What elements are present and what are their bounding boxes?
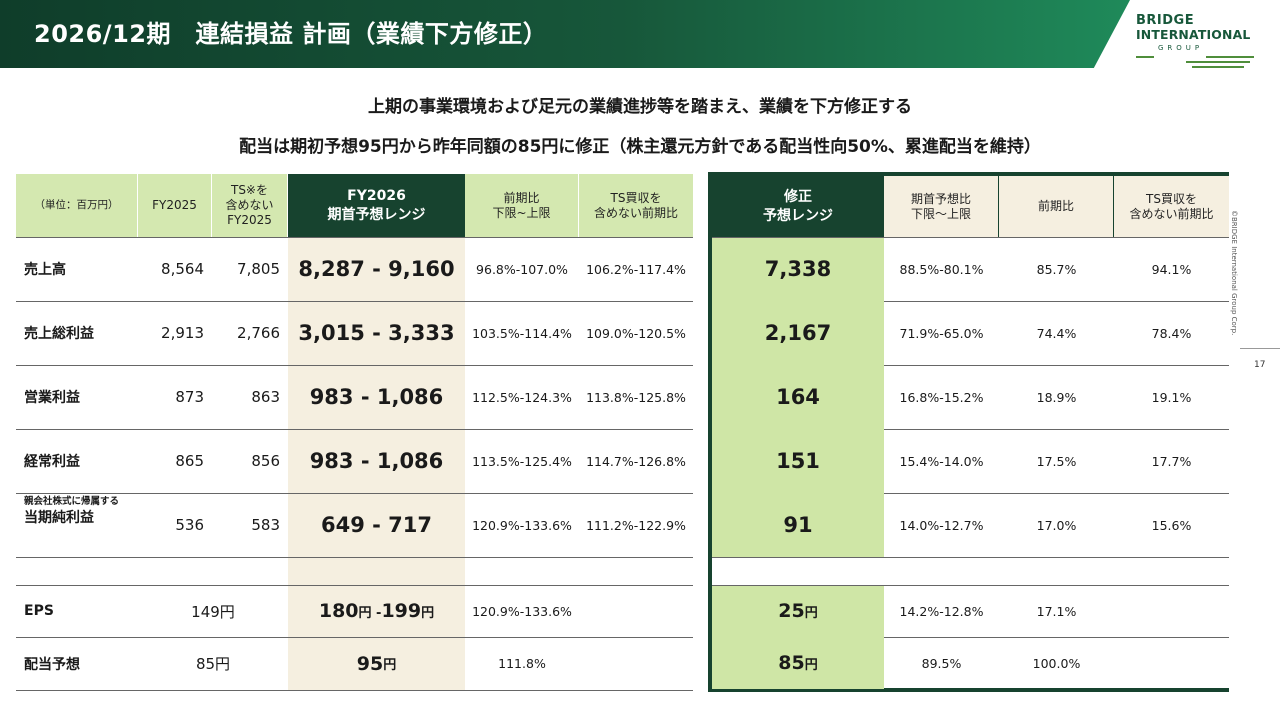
div-revised-yoy-value: 100.0% xyxy=(1032,655,1081,671)
fy2025-value: 8,564 xyxy=(161,260,204,278)
company-logo: BRIDGE INTERNATIONAL GROUP xyxy=(1136,14,1260,70)
ts-excl-value: 2,766 xyxy=(237,324,280,342)
revised-ts-yoy-value: 17.7% xyxy=(1151,453,1192,469)
ts-yoy-value: 111.2%-122.9% xyxy=(586,517,686,533)
revised-range-header: 修正 予想レンジ xyxy=(712,176,884,237)
revised-value: 164 xyxy=(776,385,820,409)
yoy-range-value: 112.5%-124.3% xyxy=(472,389,572,405)
div-revised-value: 85 円 xyxy=(778,652,818,674)
yoy-range-value: 120.9%-133.6% xyxy=(472,517,572,533)
revised-value: 2,167 xyxy=(764,321,832,345)
unit-header: （単位：百万円） xyxy=(16,174,138,237)
revised-value: 91 xyxy=(783,513,813,537)
page-number: 17 xyxy=(1254,360,1266,370)
revised-yoy-value: 85.7% xyxy=(1036,261,1077,277)
div-plan-value: 95 円 xyxy=(356,652,397,675)
fy2025-value: 873 xyxy=(175,388,204,406)
fy2025-value: 865 xyxy=(175,452,204,470)
revised-yoy-value: 18.9% xyxy=(1036,389,1077,405)
vs-initial-value: 16.8%-15.2% xyxy=(899,389,984,405)
div-yoy-value: 111.8% xyxy=(498,656,546,671)
revised-ts-yoy-value: 19.1% xyxy=(1151,389,1192,405)
fy2025-value: 2,913 xyxy=(161,324,204,342)
copyright-text: ©BRIDGE International Group Corp. xyxy=(1230,210,1238,336)
revised-column-bg-lower xyxy=(712,585,884,689)
revised-ts-yoy-value: 94.1% xyxy=(1151,261,1192,277)
revised-yoy-value: 17.5% xyxy=(1036,453,1077,469)
eps-revised-value: 25 円 xyxy=(778,600,818,622)
ts-yoy-value: 109.0%-120.5% xyxy=(586,325,686,341)
ts-excl-value: 863 xyxy=(251,388,280,406)
page-divider xyxy=(1240,348,1280,349)
ts-excl-value: 583 xyxy=(251,516,280,534)
revised-ts-yoy-value: 15.6% xyxy=(1151,517,1192,533)
fy2025-value: 536 xyxy=(175,516,204,534)
ts-yoy-value: 113.8%-125.8% xyxy=(586,389,686,405)
ts-yoy-header: TS買収を 含めない前期比 xyxy=(579,174,693,237)
plan-range-value: 983 - 1,086 xyxy=(309,385,444,409)
revised-value: 151 xyxy=(776,449,820,473)
yoy-range-value: 103.5%-114.4% xyxy=(472,325,572,341)
ts-excl-value: 856 xyxy=(251,452,280,470)
ts-excl-fy2025-header: TS※を 含めない FY2025 xyxy=(212,174,288,237)
vs-initial-value: 15.4%-14.0% xyxy=(899,453,984,469)
revised-ts-yoy-value: 78.4% xyxy=(1151,325,1192,341)
vs-initial-value: 88.5%-80.1% xyxy=(899,261,984,277)
eps-vs-initial-value: 14.2%-12.8% xyxy=(899,603,984,619)
div-vs-initial-value: 89.5% xyxy=(921,655,962,671)
vs-initial-value: 14.0%-12.7% xyxy=(899,517,984,533)
plan-range-value: 3,015 - 3,333 xyxy=(298,321,455,345)
row-label-ordinary-profit: 経常利益 xyxy=(24,454,80,470)
subtitle-line-1: 上期の事業環境および足元の業績進捗等を踏まえ、業績を下方修正する xyxy=(368,97,912,117)
yoy-range-value: 96.8%-107.0% xyxy=(476,261,568,277)
row-label-gross-profit: 売上総利益 xyxy=(24,326,94,342)
eps-yoy-value: 120.9%-133.6% xyxy=(472,603,572,619)
fy2025-header: FY2025 xyxy=(138,174,212,237)
revised-value: 7,338 xyxy=(764,257,832,281)
div-fy2025-value: 85円 xyxy=(195,655,231,673)
ts-yoy-value: 106.2%-117.4% xyxy=(586,261,686,277)
ts-excl-value: 7,805 xyxy=(237,260,280,278)
subtitle-line-2: 配当は期初予想95円から昨年同額の85円に修正（株主還元方針である配当性向50%… xyxy=(239,137,1041,157)
row-label-net-income: 親会社株式に帰属する 当期純利益 xyxy=(24,496,120,526)
vs-initial-header: 期首予想比 下限〜上限 xyxy=(884,176,999,237)
eps-fy2025-value: 149円 xyxy=(191,602,235,621)
row-label-operating-profit: 営業利益 xyxy=(24,390,80,406)
revised-yoy-header: 前期比 xyxy=(999,176,1114,237)
row-label-dividend: 配当予想 xyxy=(24,656,80,673)
title-banner xyxy=(0,0,1130,68)
yoy-range-header: 前期比 下限~上限 xyxy=(465,174,579,237)
vs-initial-value: 71.9%-65.0% xyxy=(899,325,984,341)
eps-revised-yoy-value: 17.1% xyxy=(1036,603,1077,619)
revised-column-bg xyxy=(712,237,884,558)
plan-range-value: 649 - 717 xyxy=(320,513,432,537)
yoy-range-value: 113.5%-125.4% xyxy=(472,453,572,469)
ts-yoy-value: 114.7%-126.8% xyxy=(586,453,686,469)
revised-yoy-value: 17.0% xyxy=(1036,517,1077,533)
page-title: 2026/12期 連結損益 計画（業績下方修正） xyxy=(34,20,548,48)
revised-yoy-value: 74.4% xyxy=(1036,325,1077,341)
revised-ts-yoy-header: TS買収を 含めない前期比 xyxy=(1114,176,1229,237)
row-label-revenue: 売上高 xyxy=(24,262,66,278)
plan-column-bg xyxy=(288,237,465,691)
row-label-eps: EPS xyxy=(24,603,54,619)
plan-range-value: 8,287 - 9,160 xyxy=(298,257,455,281)
eps-plan-range: 180 円 - 199 円 xyxy=(318,600,435,622)
fy2026-plan-header: FY2026 期首予想レンジ xyxy=(288,174,465,237)
plan-range-value: 983 - 1,086 xyxy=(309,449,444,473)
